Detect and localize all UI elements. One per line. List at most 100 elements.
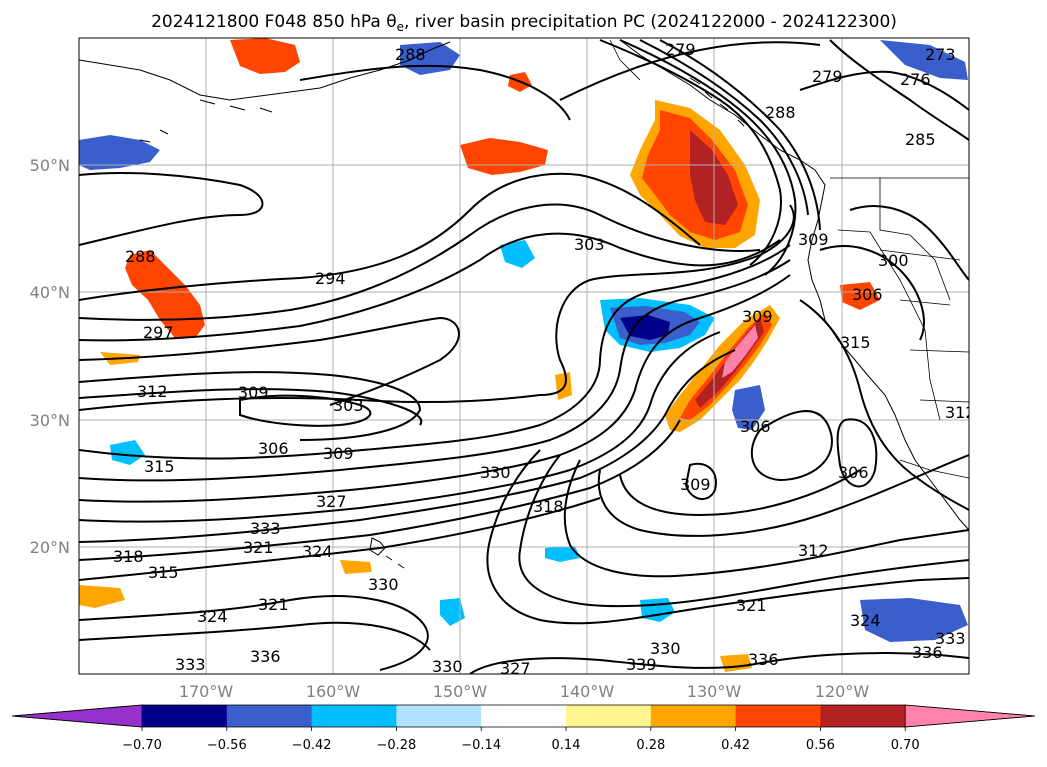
clabel: 324 [302,542,333,561]
clabel: 333 [935,629,966,648]
contour-303 [79,316,460,406]
precip-negative-ne [880,40,968,80]
precip-positive-band-core [722,325,758,378]
map-background [79,38,969,674]
contour-north-8 [829,39,969,141]
clabel: 312 [137,382,168,401]
clabel: 333 [250,519,281,538]
clabel: 276 [900,70,931,89]
precip-negative-se [860,598,968,642]
clabel: 306 [838,463,869,482]
contour-309-a [79,388,423,426]
lat-label-50n: 50°N [30,156,70,175]
colorbar-segment [735,705,821,727]
contour-loop-1 [750,410,833,482]
clabel: 315 [148,563,179,582]
contour-north-2 [559,41,821,101]
colorbar-segment [650,705,737,727]
precip-negative-nw [79,135,160,170]
colorbar-tick-label: −0.42 [292,738,332,753]
contour-south-4 [597,454,969,537]
contour-labels: 288 294 297 312 309 303 306 309 315 327 … [113,40,969,678]
clabel: 321 [258,595,289,614]
precip-orange-mid [340,560,372,574]
clabel: 309 [742,307,773,326]
clabel: 288 [125,247,156,266]
clabel: 288 [395,45,426,64]
clabel: 315 [144,457,175,476]
contour-south-1 [486,449,969,625]
contour-330 [79,419,681,561]
colorbar-segment [142,705,228,727]
colorbar-segment [226,705,313,727]
contour-north-5 [639,39,809,216]
colorbar-tick-label: −0.14 [461,738,501,753]
contour-north-1 [299,64,571,121]
clabel: 336 [748,650,779,669]
lon-label-120w: 120°W [815,682,870,701]
clabel: 330 [432,657,463,676]
map-layers: 288 294 297 312 309 303 306 309 315 327 … [79,38,969,678]
clabel: 288 [765,103,796,122]
clabel: 318 [533,497,564,516]
border-canada-alaska [609,39,641,81]
precip-orange-sw [79,585,125,608]
colorbar-tick-label: −0.56 [207,738,247,753]
colorbar-tick-label: 0.56 [806,738,835,753]
contour-south-7 [79,621,431,651]
colorbar-segment [396,705,482,727]
clabel: 327 [316,492,347,511]
colorbar-tick-label: 0.28 [636,738,665,753]
colorbar-segment [311,705,397,727]
border-us-states-1 [879,178,951,301]
clabel: 309 [238,383,269,402]
contour-north-7 [799,70,969,111]
clabel: 294 [315,269,346,288]
colorbar-extend-min [11,704,143,728]
colorbar-extend-max [904,704,1036,728]
contour-south-3 [563,459,969,578]
contour-315 [79,244,791,460]
contour-south-8 [469,652,969,674]
precip-positive-nw [125,250,205,338]
lat-label-20n: 20°N [30,538,70,557]
colorbar-tick-label: 0.14 [552,738,581,753]
precip-shading [79,38,968,672]
lon-label-170w: 170°W [179,682,234,701]
precip-negative-s2 [545,546,580,562]
contour-south-5 [619,469,861,517]
colorbar-tick-label: 0.42 [721,738,750,753]
contour-297 [79,203,761,321]
lon-label-140w: 140°W [560,682,615,701]
precip-negative-mid [500,240,535,268]
contour-318 [79,259,791,482]
precip-orange-ne [840,282,880,310]
border-us-states-3 [879,249,969,403]
contour-north-6 [659,39,821,231]
contour-loop-2 [836,418,878,488]
contour-333 [79,497,601,581]
clabel: 330 [650,639,681,658]
clabel: 303 [333,396,364,415]
coast-alaska [79,41,451,101]
figure-title: 2024121800 F048 850 hPa θe, river basin … [151,12,897,34]
lon-label-130w: 130°W [687,682,742,701]
lat-label-30n: 30°N [30,411,70,430]
colorbar-tick-label: −0.70 [122,738,162,753]
clabel: 333 [175,655,206,674]
contour-east-2 [819,245,925,341]
contour-300 [79,232,781,342]
clabel: 318 [113,547,144,566]
precip-positive-mid [460,138,548,175]
clabel: 321 [736,596,767,615]
clabel: 321 [243,538,274,557]
clabel: 324 [197,607,228,626]
clabel: 327 [500,659,531,678]
clabel: 312 [798,541,829,560]
contour-south-2 [518,454,969,608]
coast-aleutian-islands [139,99,273,143]
colorbar-tick-label: 0.70 [891,738,920,753]
clabel: 273 [925,45,956,64]
clabel: 330 [480,463,511,482]
